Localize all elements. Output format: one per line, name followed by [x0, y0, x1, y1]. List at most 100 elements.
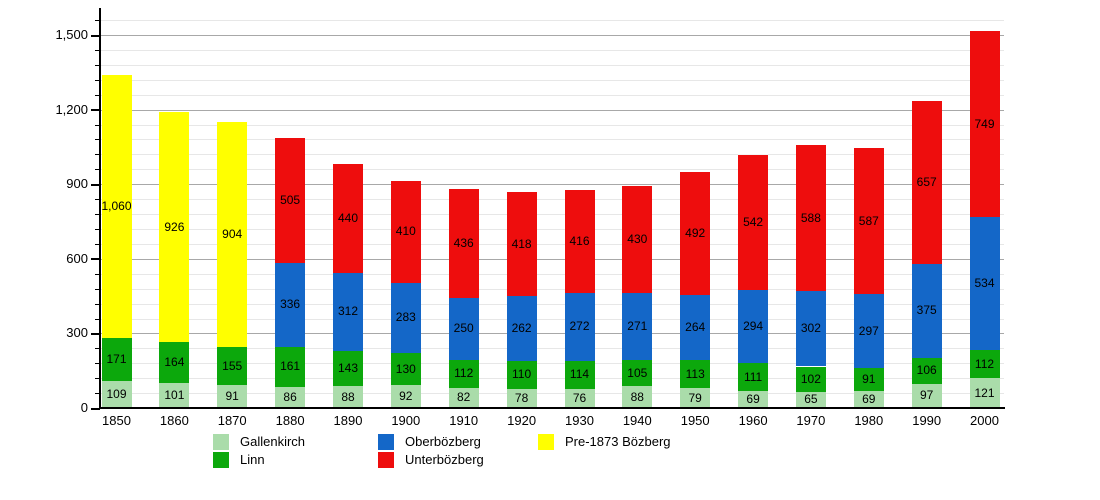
bar-segment [564, 189, 595, 294]
y-minor-tick [95, 363, 100, 365]
major-gridline [100, 333, 1004, 335]
bar-segment [217, 385, 248, 408]
bar-segment [680, 172, 711, 295]
y-minor-tick [95, 199, 100, 201]
x-axis-label: 1870 [217, 413, 247, 428]
y-minor-tick [95, 124, 100, 126]
minor-gridline [100, 229, 1004, 230]
minor-gridline [100, 154, 1004, 156]
y-minor-tick [95, 49, 100, 51]
y-axis-label: 1,500 [55, 27, 88, 42]
major-gridline [100, 109, 1004, 111]
x-axis-label: 1910 [449, 413, 479, 428]
x-axis-label: 1890 [333, 413, 363, 428]
y-major-tick [91, 332, 100, 335]
y-axis-label: 300 [66, 325, 88, 341]
legend-swatch-linn [213, 451, 229, 468]
y-axis-label: 900 [66, 176, 88, 192]
x-axis [99, 407, 1005, 409]
bar-segment [448, 189, 479, 298]
bar-segment [275, 386, 306, 408]
major-gridline [100, 35, 1004, 36]
y-minor-tick [95, 154, 100, 156]
bar-segment [564, 389, 595, 408]
bar-segment [911, 100, 942, 265]
bar-segment [101, 338, 132, 381]
x-axis-label: 1920 [507, 413, 537, 428]
x-axis-label: 1960 [738, 413, 768, 428]
x-axis-label: 1850 [102, 413, 131, 428]
legend-swatch-pre1873-bozberg [538, 433, 554, 450]
minor-gridline [100, 214, 1004, 215]
minor-gridline [100, 49, 1004, 51]
legend-swatch-oberbozberg [378, 433, 394, 450]
bar-segment [853, 148, 884, 295]
y-minor-tick [95, 169, 100, 171]
bar-segment [680, 388, 711, 408]
bar-segment [506, 388, 537, 408]
bar-segment [159, 382, 190, 408]
y-minor-tick [95, 20, 100, 22]
bar-segment [738, 290, 769, 364]
bar-segment [333, 273, 363, 351]
bar-segment [738, 363, 769, 391]
bar-segment [101, 380, 132, 408]
bar-segment [275, 263, 306, 347]
major-gridline [100, 184, 1004, 186]
minor-gridline [100, 169, 1004, 171]
y-minor-tick [95, 393, 100, 395]
minor-gridline [100, 348, 1004, 350]
y-minor-tick [95, 94, 100, 96]
y-major-tick [91, 183, 100, 186]
minor-gridline [100, 79, 1004, 81]
bar-segment [969, 31, 1000, 218]
bar-segment [506, 192, 537, 297]
y-minor-tick [95, 79, 100, 81]
bar-segment [333, 386, 363, 408]
legend-item-oberbozberg: Oberbözberg [378, 433, 481, 450]
legend-swatch-unterbozberg [378, 451, 394, 468]
y-minor-tick [95, 139, 100, 141]
bar-segment [622, 386, 653, 408]
y-axis-label: 1,200 [55, 101, 88, 117]
minor-gridline [100, 139, 1004, 141]
minor-gridline [100, 363, 1004, 365]
minor-gridline [100, 273, 1004, 275]
bar-segment [217, 122, 248, 347]
minor-gridline [100, 318, 1004, 320]
x-axis-label: 1930 [565, 413, 594, 428]
y-major-tick [91, 258, 100, 261]
bar-segment [506, 361, 537, 389]
minor-gridline [100, 393, 1004, 395]
bar-segment [333, 350, 363, 387]
y-minor-tick [95, 229, 100, 230]
y-minor-tick [95, 243, 100, 245]
bar-segment [564, 360, 595, 390]
bar-segment [911, 383, 942, 408]
y-axis-label: 600 [66, 250, 88, 266]
minor-gridline [100, 303, 1004, 305]
y-axis [99, 8, 101, 409]
legend-label-oberbozberg: Oberbözberg [405, 434, 481, 449]
x-axis-label: 1940 [622, 413, 652, 428]
legend-item-gallenkirch: Gallenkirch [213, 433, 305, 450]
y-minor-tick [95, 214, 100, 215]
bar-segment [275, 137, 306, 264]
x-axis-label: 1860 [159, 413, 189, 428]
bar-segment [622, 185, 653, 293]
bar-segment [795, 145, 826, 292]
bar-segment [159, 342, 190, 383]
bar-segment [738, 155, 769, 291]
legend-label-pre1873-bozberg: Pre-1873 Bözberg [565, 434, 671, 449]
bar-segment [853, 390, 884, 408]
bar-segment [390, 352, 421, 386]
bar-segment [969, 377, 1000, 408]
x-axis-label: 1970 [796, 413, 826, 428]
minor-gridline [100, 199, 1004, 201]
x-axis-label: 2000 [970, 413, 999, 428]
bar-segment [622, 360, 653, 387]
bar-segment [969, 217, 1000, 351]
bar-segment [795, 366, 826, 392]
bar-segment [506, 296, 537, 362]
